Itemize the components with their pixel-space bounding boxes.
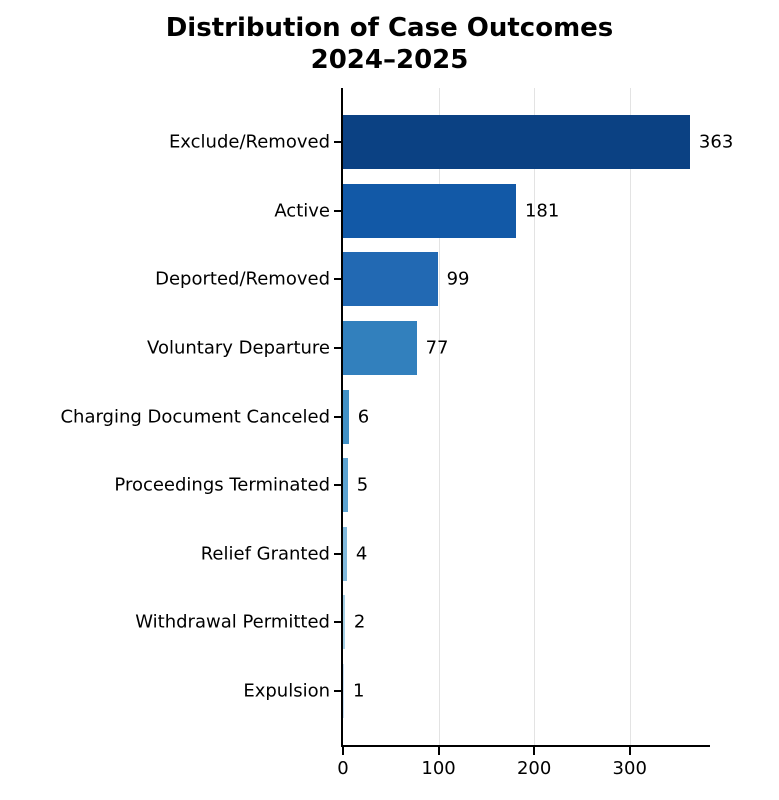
bar [343, 663, 344, 718]
value-label: 99 [446, 268, 470, 290]
category-label: Charging Document Canceled [60, 406, 330, 428]
bar [343, 595, 345, 650]
y-tick-mark [334, 346, 341, 349]
bar-row: Exclude/Removed 363 [169, 108, 733, 177]
bar-row: Deported/Removed 99 [155, 245, 710, 314]
y-tick-mark [334, 415, 341, 418]
value-label: 77 [425, 337, 449, 359]
value-label: 363 [698, 131, 734, 153]
bar [343, 183, 516, 238]
gridline-300 [629, 88, 631, 745]
y-tick-mark [334, 484, 341, 487]
bar [343, 526, 347, 581]
bar-row: Withdrawal Permitted 2 [135, 588, 710, 657]
x-tick-mark [533, 747, 536, 755]
category-label: Relief Granted [200, 543, 330, 565]
value-label: 6 [357, 406, 370, 428]
y-tick-mark [334, 278, 341, 281]
plot-area: Exclude/Removed 363 Active 181 Deported/Remo… [60, 88, 733, 779]
bar-row: Charging Document Canceled 6 [60, 382, 710, 451]
value-label: 5 [356, 474, 369, 496]
gridline-200 [534, 88, 536, 745]
x-tick-mark [628, 747, 631, 755]
bar-row: Active 181 [274, 177, 710, 246]
category-label: Proceedings Terminated [114, 474, 330, 496]
x-tick-label: 100 [421, 758, 456, 779]
category-label: Withdrawal Permitted [135, 611, 330, 633]
chart-title-line2: 2024–2025 [310, 45, 469, 75]
chart-title: Distribution of Case Outcomes 2024–2025 [0, 12, 779, 76]
y-tick-mark [334, 141, 341, 144]
category-label: Voluntary Departure [147, 337, 330, 359]
y-tick-mark [334, 689, 341, 692]
bar [343, 458, 348, 513]
y-tick-mark [334, 621, 341, 624]
category-label: Active [274, 200, 330, 222]
x-tick-mark [437, 747, 440, 755]
x-tick-label: 0 [337, 758, 349, 779]
bar [343, 252, 438, 307]
x-tick-mark [342, 747, 344, 755]
bar-rows: Exclude/Removed 363 Active 181 Deported/Remo… [60, 108, 733, 726]
bar-row: Expulsion 1 [243, 657, 710, 726]
chart-title-line1: Distribution of Case Outcomes [165, 13, 614, 43]
category-label: Deported/Removed [155, 268, 330, 290]
category-label: Expulsion [243, 680, 330, 702]
category-label: Exclude/Removed [168, 131, 330, 153]
value-label: 4 [355, 543, 368, 565]
y-tick-mark [334, 209, 341, 212]
value-label: 181 [524, 200, 560, 222]
bar-row: Relief Granted 4 [201, 519, 710, 588]
x-tick-label: 300 [612, 758, 647, 779]
bar [343, 320, 417, 375]
x-tick-label: 200 [516, 758, 552, 779]
bar-row: Proceedings Terminated 5 [114, 451, 710, 520]
gridline-100 [438, 88, 440, 745]
bar [343, 115, 690, 170]
value-label: 2 [353, 611, 366, 633]
y-tick-mark [334, 552, 341, 555]
value-label: 1 [352, 680, 365, 702]
bar [343, 389, 349, 444]
bar-row: Voluntary Departure 77 [147, 314, 710, 383]
